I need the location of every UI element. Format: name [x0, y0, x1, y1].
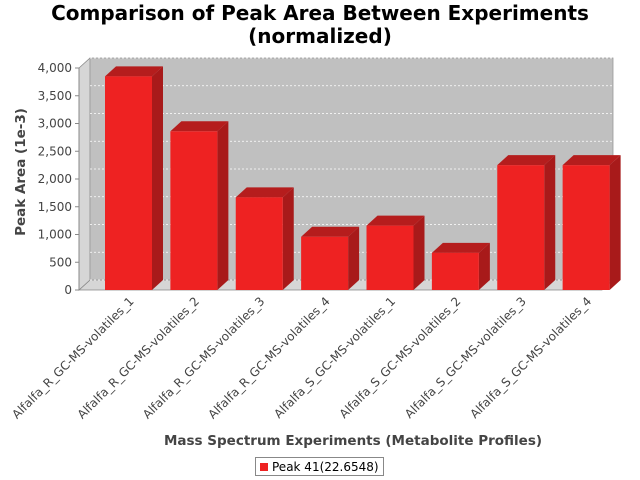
bar-side	[609, 155, 621, 290]
bar-side	[544, 155, 556, 290]
chart-title-line2: (normalized)	[248, 24, 392, 48]
bar-side	[217, 121, 229, 291]
x-tick-label: Alfalfa_R_GC-MS-volatiles_4	[205, 294, 332, 421]
bar-side	[478, 242, 490, 290]
bar	[562, 155, 621, 290]
bar-front	[170, 131, 218, 290]
y-tick-label: 500	[49, 255, 72, 269]
bar-front	[431, 252, 479, 290]
bar-top	[170, 121, 229, 132]
bar-top	[431, 242, 490, 253]
bar-front	[235, 197, 283, 290]
bar	[105, 66, 163, 290]
bar-top	[497, 155, 556, 166]
y-tick-label: 3,500	[38, 89, 72, 103]
bar-top	[235, 187, 294, 198]
bar-front	[366, 225, 414, 290]
y-tick-label: 1,000	[38, 228, 72, 242]
bar	[497, 155, 556, 290]
bar-side	[152, 66, 163, 290]
x-axis: Alfalfa_R_GC-MS-volatiles_1Alfalfa_R_GC-…	[9, 294, 594, 421]
bar-top	[562, 155, 621, 166]
y-tick-label: 2,500	[38, 144, 72, 158]
bar-top	[105, 66, 163, 77]
x-tick-label: Alfalfa_R_GC-MS-volatiles_3	[140, 294, 267, 421]
chart-title: Comparison of Peak Area Between Experime…	[0, 2, 640, 48]
y-axis-label: Peak Area (1e-3)	[13, 108, 29, 236]
chart-title-line1: Comparison of Peak Area Between Experime…	[51, 1, 589, 25]
bar	[170, 121, 229, 291]
bar-side	[348, 226, 360, 290]
y-tick-label: 0	[64, 283, 72, 297]
legend: Peak 41(22.6548)	[255, 457, 384, 476]
bar	[366, 215, 425, 290]
x-tick-label: Alfalfa_S_GC-MS-volatiles_1	[271, 294, 398, 421]
bar-side	[282, 187, 294, 290]
x-axis-label: Mass Spectrum Experiments (Metabolite Pr…	[164, 433, 542, 449]
x-tick-label: Alfalfa_R_GC-MS-volatiles_2	[75, 294, 202, 421]
plot-left-wall	[78, 57, 91, 291]
x-tick-label: Alfalfa_S_GC-MS-volatiles_3	[402, 294, 529, 421]
bar-top	[301, 226, 360, 237]
x-tick-label: Alfalfa_S_GC-MS-volatiles_4	[467, 294, 594, 421]
y-tick-label: 3,000	[38, 117, 72, 131]
x-tick-label: Alfalfa_S_GC-MS-volatiles_2	[337, 294, 464, 421]
bar-side	[413, 215, 425, 290]
legend-label: Peak 41(22.6548)	[272, 459, 379, 474]
bar	[431, 242, 490, 290]
bar-front	[562, 165, 610, 290]
x-tick-label: Alfalfa_R_GC-MS-volatiles_1	[9, 294, 136, 421]
bars	[105, 66, 621, 291]
y-tick-label: 4,000	[38, 61, 72, 75]
bar-front	[301, 236, 349, 290]
y-axis: 0 500 1,000 1,500 2,000 2,500 3,000 3,500 4,000	[38, 61, 80, 297]
y-tick-label: 2,000	[38, 172, 72, 186]
bar-front	[497, 165, 545, 290]
bar	[301, 226, 360, 290]
y-tick-label: 1,500	[38, 200, 72, 214]
bar-top	[366, 215, 425, 226]
legend-swatch	[260, 462, 268, 471]
bar-front	[105, 76, 152, 290]
bar	[235, 187, 294, 290]
